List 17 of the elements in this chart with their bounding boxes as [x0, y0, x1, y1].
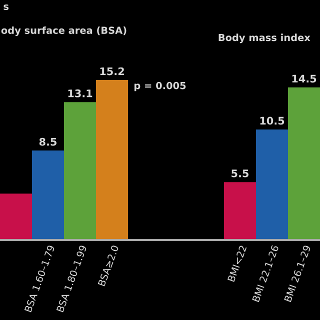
data-label: 13.1	[68, 89, 92, 98]
text: Body mass index	[218, 34, 310, 44]
data-label: 8.5	[39, 138, 56, 146]
data-label: 5.5	[232, 170, 248, 178]
text: s	[4, 4, 9, 10]
bar	[32, 150, 64, 240]
bar	[64, 102, 96, 240]
bar	[96, 80, 128, 240]
data-label: 10.5	[260, 116, 284, 125]
annotation: p = 0.005	[134, 82, 186, 92]
bar	[288, 87, 320, 240]
bar	[0, 194, 32, 240]
text: ody surface area (BSA)	[1, 26, 126, 36]
data-label: 14.5	[292, 74, 316, 83]
bar	[256, 129, 288, 240]
data-label: 15.2	[100, 67, 124, 76]
bar	[224, 182, 256, 240]
